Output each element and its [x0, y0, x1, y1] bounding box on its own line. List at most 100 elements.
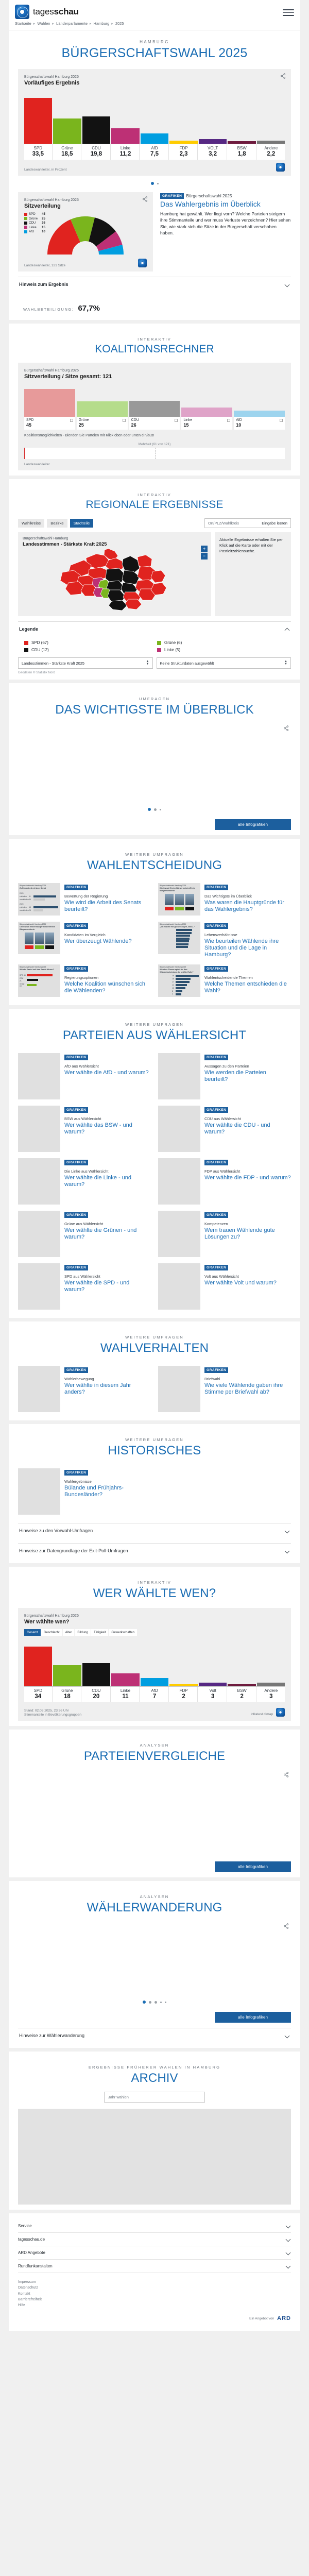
footer-link[interactable]: Rundfunkanstalten	[18, 2260, 291, 2274]
pill-stadtteile[interactable]: Stadtteile	[70, 519, 94, 528]
teaser-headline[interactable]: Wie werden die Parteien beurteilt?	[204, 1069, 266, 1082]
teaser-thumbnail[interactable]: Bürgerschaftswahl Hamburg 2025 Zufriedenh…	[18, 883, 60, 916]
archiv-results-panel[interactable]	[18, 2109, 291, 2205]
coal-party-cell-afd[interactable]: AfD 10	[234, 417, 285, 430]
teaser-thumbnail[interactable]	[158, 1106, 200, 1153]
hinweis-accordion[interactable]: Hinweis zum Ergebnis	[18, 277, 291, 292]
teaser-thumbnail[interactable]	[18, 1158, 60, 1205]
teaser-item[interactable]: GRAFIKEN Kompetenzen Wem trauen Wählende g…	[158, 1211, 291, 1258]
share-icon[interactable]	[142, 196, 148, 202]
teaser-item[interactable]: GRAFIKEN Briefwahl Wie viele Wählende gabe…	[158, 1366, 291, 1413]
zoom-in-button[interactable]: +	[201, 546, 208, 552]
breadcrumb-item-4[interactable]: 2025	[115, 21, 124, 26]
footer-meta-link[interactable]: Hilfe	[18, 2303, 26, 2307]
breadcrumb-item-2[interactable]: Länderparlamente	[56, 21, 88, 26]
teaser-item[interactable]: Bürgerschaftswahl Hamburg 2025 Welche Par…	[18, 964, 151, 997]
teaser-item[interactable]: Bürgerschaftswahl Hamburg 2025 Direktwahl…	[158, 883, 291, 916]
teaser-item[interactable]: GRAFIKEN FDP aus Wählersicht Wer wählte di…	[158, 1158, 291, 1205]
footer-link[interactable]: tagesschau.de	[18, 2233, 291, 2247]
teaser-item[interactable]: Bürgerschaftswahl Hamburg 2025 Zufriedenh…	[18, 883, 151, 916]
teaser-item[interactable]: Bürgerschaftswahl Hamburg 2025 Welches Th…	[158, 964, 291, 997]
hinweise-wanderung-accordion[interactable]: Hinweise zur Wählerwanderung	[18, 2028, 291, 2043]
teaser-headline[interactable]: Welche Koalition wünschen sich die Wähle…	[64, 980, 145, 994]
teaser-thumbnail[interactable]	[158, 1366, 200, 1413]
regional-map-card[interactable]: Bürgerschaftswahl Hamburg Landesstimmen …	[18, 532, 211, 616]
footer-meta-link[interactable]: Impressum	[18, 2280, 36, 2284]
hinweise-vorwahl-accordion[interactable]: Hinweise zu den Vorwahl-Umfragen	[18, 1523, 291, 1538]
teaser-item[interactable]: GRAFIKEN Wahlergebnisse Bülande und Frühja…	[18, 1468, 151, 1515]
teaser-item[interactable]: GRAFIKEN CDU aus Wählersicht Wer wählte di…	[158, 1106, 291, 1153]
teaser-headline[interactable]: Wem trauen Wählende gute Lösungen zu?	[204, 1227, 275, 1240]
teaser-thumbnail[interactable]	[158, 1263, 200, 1310]
teaser-thumbnail[interactable]	[18, 1468, 60, 1515]
werwen-tab-tätigkeit[interactable]: Tätigkeit	[91, 1629, 109, 1636]
coal-party-checkbox[interactable]	[70, 418, 73, 422]
teaser-thumbnail[interactable]	[158, 1053, 200, 1100]
teaser-headline[interactable]: Wer wählte die FDP - und warum?	[204, 1174, 291, 1181]
breadcrumb-item-0[interactable]: Startseite	[15, 21, 31, 26]
teaser-item[interactable]: GRAFIKEN Wählerbewegung Wer wählte in dies…	[18, 1366, 151, 1413]
teaser-thumbnail[interactable]: Bürgerschaftswahl Hamburg 2025 Direktwahl…	[158, 883, 200, 916]
teaser-headline[interactable]: Wer wählte die Linke - und warum?	[64, 1174, 132, 1188]
coal-party-cell-cdu[interactable]: CDU 26	[129, 417, 180, 430]
ueberblick-pager[interactable]	[9, 802, 300, 816]
pager-dot-1[interactable]	[148, 808, 151, 811]
breadcrumb-item-1[interactable]: Wahlen	[37, 21, 50, 26]
share-icon[interactable]	[283, 725, 289, 731]
werwen-tab-gesamt[interactable]: Gesamt	[24, 1629, 41, 1636]
teaser-headline[interactable]: Was waren die Hauptgründe für das Wahler…	[204, 899, 284, 912]
wanderung-infographic-slide[interactable]	[18, 1922, 291, 1994]
teaser-thumbnail[interactable]	[18, 1263, 60, 1310]
werwen-tab-gewerkschaften[interactable]: Gewerkschaften	[109, 1629, 138, 1636]
coal-party-checkbox[interactable]	[122, 418, 126, 422]
pager-dot-1[interactable]	[143, 2001, 146, 2004]
select-structure-data[interactable]: Keine Strukturdaten ausgewählt ▲ ▼	[156, 657, 291, 669]
teaser-item[interactable]: GRAFIKEN Grüne aus Wählersicht Wer wählte …	[18, 1211, 151, 1258]
select-measure[interactable]: Landesstimmen - Stärkste Kraft 2025 ▲ ▼	[18, 657, 153, 669]
seats-teaser-headline[interactable]: Das Wahlergebnis im Überblick	[160, 200, 261, 209]
pill-bezirke[interactable]: Bezirke	[47, 519, 67, 528]
teaser-headline[interactable]: Wie beurteilen Wählende ihre Situation u…	[204, 938, 279, 958]
coal-party-checkbox[interactable]	[279, 418, 283, 422]
pager-dot-2[interactable]	[157, 182, 159, 184]
pager-dot-5[interactable]	[165, 2001, 166, 2003]
archiv-year-input[interactable]: Jahr wählen	[104, 2092, 205, 2103]
werwen-tab-bildung[interactable]: Bildung	[75, 1629, 91, 1636]
teaser-headline[interactable]: Wer überzeugt Wählende?	[64, 938, 132, 944]
footer-meta-link[interactable]: Kontakt	[18, 2292, 30, 2296]
vergleiche-infographic-slide[interactable]	[18, 1771, 291, 1858]
legend-accordion[interactable]: Legende	[18, 621, 291, 636]
teaser-item[interactable]: GRAFIKEN AfD aus Wählersicht Wer wählte di…	[18, 1053, 151, 1100]
teaser-item[interactable]: GRAFIKEN BSW aus Wählersicht Wer wählte da…	[18, 1106, 151, 1153]
ueberblick-infographic-slide[interactable]	[18, 724, 291, 802]
coal-party-cell-spd[interactable]: SPD 45	[24, 417, 75, 430]
teaser-thumbnail[interactable]	[158, 1158, 200, 1205]
werwen-tab-geschlecht[interactable]: Geschlecht	[41, 1629, 62, 1636]
teaser-headline[interactable]: Wer wählte in diesem Jahr anders?	[64, 1382, 131, 1395]
teaser-headline[interactable]: Wer wählte Volt und warum?	[204, 1279, 277, 1286]
teaser-headline[interactable]: Bülande und Frühjahrs-Bundesländer?	[64, 1484, 124, 1498]
teaser-item[interactable]: GRAFIKEN Volt aus Wählersicht Wer wählte V…	[158, 1263, 291, 1310]
result-carousel-pager[interactable]	[9, 176, 300, 190]
teaser-thumbnail[interactable]	[18, 1366, 60, 1413]
teaser-thumbnail[interactable]	[158, 1211, 200, 1258]
teaser-headline[interactable]: Wer wählte die CDU - und warum?	[204, 1122, 270, 1135]
teaser-thumbnail[interactable]: Bürgerschaftswahl Hamburg 2025 Direktwahl…	[18, 922, 60, 954]
hamburg-map[interactable]	[23, 547, 207, 613]
share-icon[interactable]	[280, 73, 286, 79]
zoom-out-button[interactable]: −	[201, 553, 208, 560]
pager-dot-3[interactable]	[160, 808, 161, 810]
teaser-item[interactable]: GRAFIKEN SPD aus Wählersicht Wer wählte di…	[18, 1263, 151, 1310]
footer-link[interactable]: Service	[18, 2219, 291, 2233]
teaser-thumbnail[interactable]: Bürgerschaftswahl Hamburg 2025 Welche Par…	[18, 964, 60, 997]
share-icon[interactable]	[283, 1923, 289, 1929]
teaser-thumbnail[interactable]	[18, 1053, 60, 1100]
pager-dot-2[interactable]	[149, 2001, 151, 2004]
vergleiche-cta-button[interactable]: alle Infografiken	[215, 1861, 291, 1873]
teaser-thumbnail[interactable]	[18, 1106, 60, 1153]
teaser-thumbnail[interactable]: Bürgerschaftswahl Hamburg 2025 Welches Th…	[158, 964, 200, 997]
brand[interactable]: tagesschau	[15, 3, 79, 19]
pill-wahlkreise[interactable]: Wahlkreise	[18, 519, 45, 528]
teaser-item[interactable]: GRAFIKEN Aussagen zu den Parteien Wie werd…	[158, 1053, 291, 1100]
pager-dot-3[interactable]	[154, 2001, 157, 2004]
